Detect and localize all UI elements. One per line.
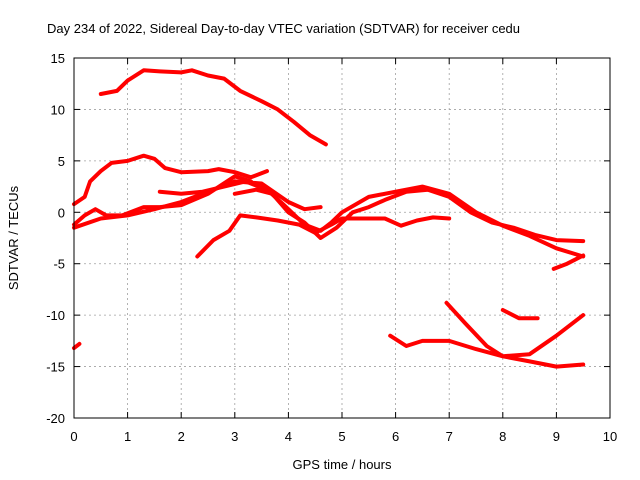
x-tick-label: 4 [285,429,292,444]
y-tick-label: 5 [58,154,65,169]
series-line-s12 [72,341,82,351]
y-tick-label: -15 [46,360,65,375]
series-line-s7 [232,187,586,244]
series-line-s11 [551,253,586,271]
x-tick-label: 0 [70,429,77,444]
x-tick-label: 3 [231,429,238,444]
x-axis-label: GPS time / hours [293,457,392,472]
x-tick-label: 10 [603,429,617,444]
tick-labels: 0 1 2 3 4 5 6 7 8 9 10 -20 -15 -10 -5 0 5 10 15 [46,51,617,444]
series-line-s10 [500,308,540,321]
series-line-s8 [388,333,586,369]
plot-frame [73,57,611,419]
series-line-s6 [195,213,452,259]
y-tick-label: -20 [46,411,65,426]
series-line-s9 [444,300,586,359]
x-tick-label: 8 [499,429,506,444]
x-tick-label: 6 [392,429,399,444]
y-tick-label: 0 [58,205,65,220]
x-tick-label: 7 [446,429,453,444]
x-tick-label: 1 [124,429,131,444]
series-line-s2 [72,153,269,207]
x-tick-label: 2 [178,429,185,444]
y-axis-label: SDTVAR / TECUs [6,185,21,290]
y-tick-label: 15 [51,51,65,66]
series-group [72,68,586,369]
x-tick-label: 5 [338,429,345,444]
x-tick-label: 9 [553,429,560,444]
chart-title: Day 234 of 2022, Sidereal Day-to-day VTE… [47,21,520,36]
y-tick-label: -10 [46,308,65,323]
y-tick-label: 10 [51,102,65,117]
y-tick-label: -5 [53,257,65,272]
series-line-s1 [98,68,328,147]
